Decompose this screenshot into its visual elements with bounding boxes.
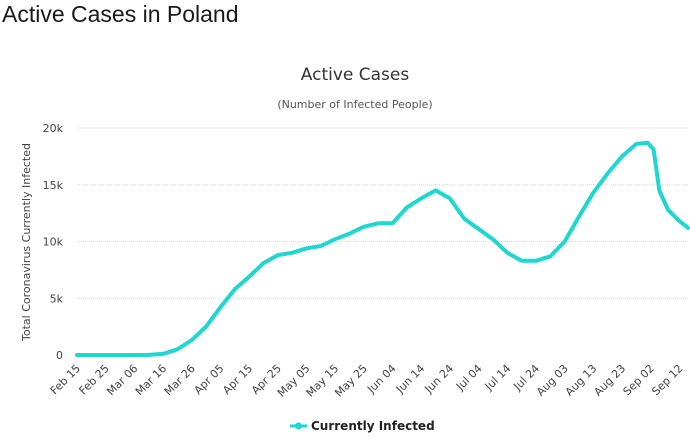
y-tick-label: 5k bbox=[50, 292, 64, 305]
x-tick-label: Jul 14 bbox=[482, 362, 514, 394]
x-tick-label: May 25 bbox=[332, 362, 370, 400]
x-tick-label: Feb 15 bbox=[48, 362, 83, 397]
legend-marker bbox=[295, 422, 302, 430]
x-tick-label: Apr 05 bbox=[192, 362, 227, 397]
y-tick-label: 0 bbox=[56, 349, 63, 362]
x-tick-label: Jun 14 bbox=[393, 362, 427, 396]
x-tick-label: Jul 04 bbox=[453, 362, 485, 394]
chart-title: Active Cases bbox=[301, 65, 410, 85]
page-heading: Active Cases in Poland bbox=[2, 1, 239, 27]
x-tick-label: Jun 04 bbox=[364, 362, 398, 396]
y-tick-label: 15k bbox=[43, 179, 64, 192]
legend-label: Currently Infected bbox=[311, 419, 435, 433]
legend[interactable]: Currently Infected bbox=[290, 419, 435, 433]
x-tick-label: Apr 15 bbox=[220, 362, 255, 397]
y-axis-title: Total Coronavirus Currently Infected bbox=[20, 143, 33, 342]
x-tick-label: Sep 02 bbox=[621, 362, 657, 398]
x-tick-label: Mar 16 bbox=[133, 362, 169, 398]
series-layer bbox=[75, 140, 690, 357]
x-tick-label: Aug 23 bbox=[591, 362, 628, 399]
x-tick-label: Mar 06 bbox=[104, 362, 140, 398]
y-axis-ticks: 0 5k 10k 15k 20k bbox=[43, 122, 64, 362]
x-tick-label: Jun 24 bbox=[422, 362, 456, 396]
series-line[interactable] bbox=[75, 140, 690, 357]
x-tick-label: Mar 26 bbox=[162, 362, 198, 398]
y-tick-label: 20k bbox=[43, 122, 64, 135]
gridlines bbox=[77, 127, 688, 299]
x-tick-label: Sep 12 bbox=[649, 362, 685, 398]
y-tick-label: 10k bbox=[43, 236, 64, 249]
chart-subtitle: (Number of Infected People) bbox=[277, 98, 432, 111]
